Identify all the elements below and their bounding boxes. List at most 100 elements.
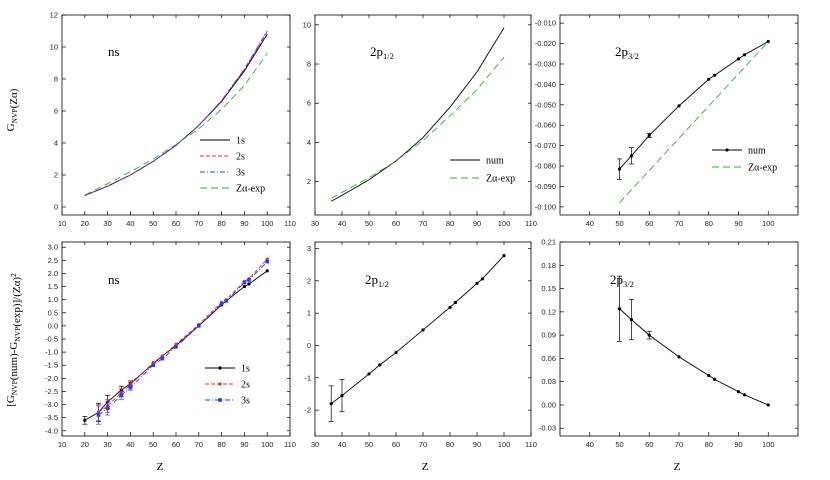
x-tick-label: 80 <box>446 219 454 228</box>
data-point <box>119 393 124 398</box>
panel-6: 40 50 60 70 80 90 100 -0.03 0.00 0.03 0.06 0.09 0.12… <box>539 238 799 449</box>
y-tick-label: -0.060 <box>535 121 556 130</box>
legend-entry: Zα-exp <box>200 184 265 195</box>
y-tick-label: -1.5 <box>45 361 58 370</box>
x-tick-label: 100 <box>261 219 274 228</box>
y-tick-label: -1.0 <box>45 348 58 357</box>
series-line <box>84 30 268 196</box>
x-tick-label: 50 <box>149 440 157 449</box>
data-point <box>742 393 747 397</box>
x-axis-title-right: Z <box>674 461 681 473</box>
y-tick-label: -0.090 <box>535 182 556 191</box>
x-tick-label: 100 <box>762 440 775 449</box>
y-tick-label: 4 <box>54 139 58 148</box>
data-point <box>480 277 484 281</box>
x-tick-label: 20 <box>81 219 89 228</box>
y-axis-title-bottom: [GNVP(num)-GNVP(exp)]/(Zα)2 <box>5 273 23 407</box>
y-tick-label: -4.0 <box>45 426 58 435</box>
series-num <box>617 39 770 180</box>
y-tick-label: -0.030 <box>535 59 556 68</box>
legend-entry: num <box>450 156 504 167</box>
y-tick-label: -2.5 <box>45 387 58 396</box>
x-tick-label: 60 <box>392 440 400 449</box>
x-tick-label: 100 <box>261 440 274 449</box>
data-point <box>647 133 651 138</box>
x-tick-label: 70 <box>195 440 203 449</box>
data-point <box>265 257 269 261</box>
y-tick-label: -0.040 <box>535 80 556 89</box>
panel-label: ns <box>108 44 120 59</box>
x-tick-label: 60 <box>172 219 180 228</box>
x-axis-title-middle: Z <box>422 461 429 473</box>
data-point <box>707 77 711 81</box>
y-tick-label: 8 <box>307 60 311 69</box>
x-tick-label: 50 <box>365 440 373 449</box>
data-point <box>736 390 741 394</box>
x-tick-label: 40 <box>586 440 594 449</box>
x-tick-label: 70 <box>675 440 683 449</box>
series-line <box>619 41 769 170</box>
y-tick-label: 0.12 <box>541 307 556 316</box>
series-line <box>98 261 268 416</box>
y-tick-label: 3 <box>307 244 311 253</box>
y-tick-label: 6 <box>54 107 58 116</box>
legend-label: 1s <box>236 136 245 147</box>
x-tick-label: 10 <box>58 440 66 449</box>
y-tick-label: 0.5 <box>48 308 58 317</box>
y-tick-label: -0.5 <box>45 335 58 344</box>
data-point <box>174 342 178 346</box>
x-tick-label: 60 <box>172 440 180 449</box>
x-tick-label: 110 <box>525 219 537 228</box>
x-tick-label: 40 <box>586 219 594 228</box>
x-tick-label: 80 <box>705 219 713 228</box>
y-tick-label: 10 <box>50 43 58 52</box>
legend-marker <box>218 398 222 402</box>
series-line <box>330 27 505 202</box>
legend-label: Zα-exp <box>486 174 515 185</box>
legend-label: 3s <box>241 396 250 407</box>
data-point <box>475 281 479 285</box>
x-tick-label: 70 <box>195 219 203 228</box>
y-tick-label: 0 <box>54 203 58 212</box>
data-point <box>151 360 155 365</box>
y-tick-label: 0.00 <box>541 400 556 409</box>
x-tick-label: 80 <box>446 440 454 449</box>
x-tick-label: 30 <box>103 440 111 449</box>
series-line <box>330 255 505 405</box>
y-tick-label: 6 <box>307 99 311 108</box>
data-point <box>448 305 452 309</box>
panel-label: ns <box>108 272 120 287</box>
legend-label: Zα-exp <box>236 184 265 195</box>
panel-label: 2p1/2 <box>365 272 389 289</box>
data-point <box>713 377 717 381</box>
panel-3: 40 50 60 70 80 90 100 -0.010 -0.020 -0.030 -0.040 -… <box>535 14 799 228</box>
y-tick-label: 3.0 <box>48 243 58 252</box>
series-z-exp <box>330 56 505 199</box>
data-point <box>242 284 246 289</box>
data-point <box>766 39 770 44</box>
y-tick-label: 0.18 <box>541 261 556 270</box>
x-tick-label: 90 <box>734 219 742 228</box>
series-line <box>84 53 268 196</box>
y-tick-label: 0.03 <box>541 377 556 386</box>
x-tick-label: 90 <box>734 440 742 449</box>
data-point <box>421 328 425 332</box>
y-tick-label: 1.5 <box>48 282 58 291</box>
data-point <box>677 104 681 108</box>
x-tick-label: 40 <box>126 440 134 449</box>
y-tick-label: 0.0 <box>48 321 58 330</box>
legend-label: num <box>486 156 504 167</box>
panel-label: 2p1/2 <box>370 44 394 61</box>
x-axis-title-left: Z <box>157 461 164 473</box>
x-tick-label: 20 <box>81 440 89 449</box>
series-line <box>330 56 505 199</box>
x-tick-label: 90 <box>240 219 248 228</box>
data-point <box>83 418 87 422</box>
y-tick-label: -0.050 <box>535 100 556 109</box>
x-tick-label: 110 <box>284 440 296 449</box>
x-tick-label: 90 <box>473 219 481 228</box>
data-point <box>242 280 247 285</box>
x-tick-label: 50 <box>149 219 157 228</box>
data-point <box>340 393 344 398</box>
